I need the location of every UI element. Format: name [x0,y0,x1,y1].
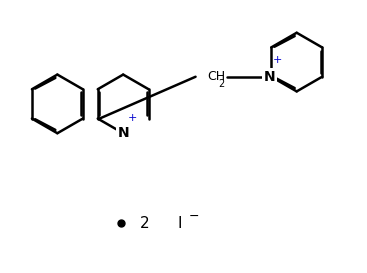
Text: CH: CH [207,70,225,83]
Text: N: N [117,126,129,140]
Text: 2: 2 [218,79,224,89]
Text: −: − [189,210,199,223]
Text: 2: 2 [140,216,150,231]
Text: I: I [178,216,182,231]
Text: +: + [128,113,137,123]
Text: N: N [264,70,275,84]
Text: +: + [273,55,282,66]
